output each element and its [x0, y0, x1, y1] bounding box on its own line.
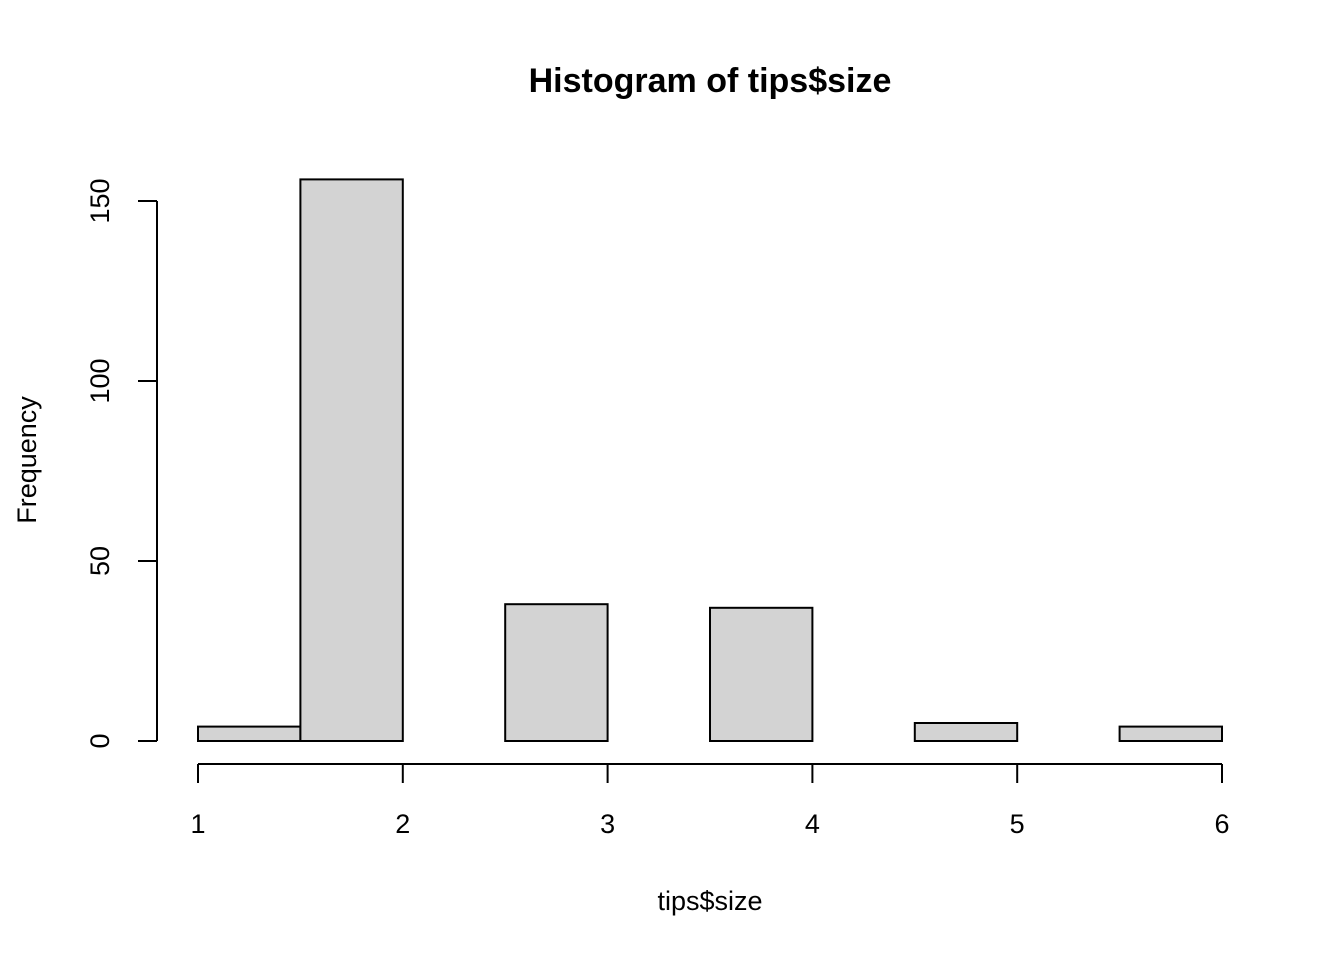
histogram-bar [299, 178, 404, 742]
y-tick-label: 0 [85, 733, 115, 748]
histogram-bar [913, 722, 1019, 742]
x-tick-label: 6 [1214, 809, 1229, 839]
histogram-bar [1118, 725, 1223, 742]
x-tick-label: 5 [1010, 809, 1025, 839]
histogram-bars [197, 178, 1223, 743]
x-tick-label: 1 [190, 809, 205, 839]
y-axis: 0 50 100 150 [85, 178, 158, 749]
y-tick-label: 150 [85, 178, 115, 223]
x-tick-label: 2 [395, 809, 410, 839]
chart-title: Histogram of tips$size [529, 62, 892, 100]
x-axis-label: tips$size [657, 886, 762, 916]
x-tick-label: 3 [600, 809, 615, 839]
histogram-bar [197, 725, 302, 742]
x-tick-label: 4 [805, 809, 820, 839]
histogram-bar [709, 606, 814, 742]
y-tick-label: 100 [85, 358, 115, 403]
x-axis: 1 2 3 4 5 6 [190, 763, 1230, 839]
y-axis-label: Frequency [12, 396, 42, 524]
y-tick-label: 50 [85, 546, 115, 576]
histogram-bar [504, 603, 609, 743]
